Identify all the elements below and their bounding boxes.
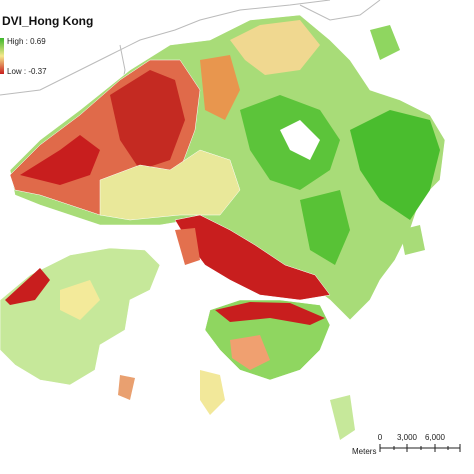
region [60,280,100,320]
airport [5,268,50,305]
region [230,335,270,370]
scale-ticks [379,444,461,452]
region [300,190,350,265]
legend-low: Low : -0.37 [7,67,47,76]
region [20,135,100,185]
lamma-island [200,370,225,415]
scale-unit: Meters [352,447,376,456]
island [330,395,355,440]
region [215,302,325,325]
scale-bar: 0 3,000 6,000 Meters [352,433,461,456]
kowloon [174,214,331,301]
island [370,25,400,60]
scale-label: 0 [378,433,383,442]
map-title: DVI_Hong Kong [2,14,93,28]
legend-high: High : 0.69 [7,37,46,46]
region [230,20,320,75]
scale-label: 6,000 [425,433,446,442]
scale-label: 3,000 [397,433,418,442]
region [110,70,185,170]
water [280,120,320,160]
region [99,149,241,221]
island [118,375,135,400]
region [175,228,200,265]
sai-kung [350,110,440,220]
region [200,55,240,120]
legend-ramp [0,38,4,74]
island [400,225,425,255]
